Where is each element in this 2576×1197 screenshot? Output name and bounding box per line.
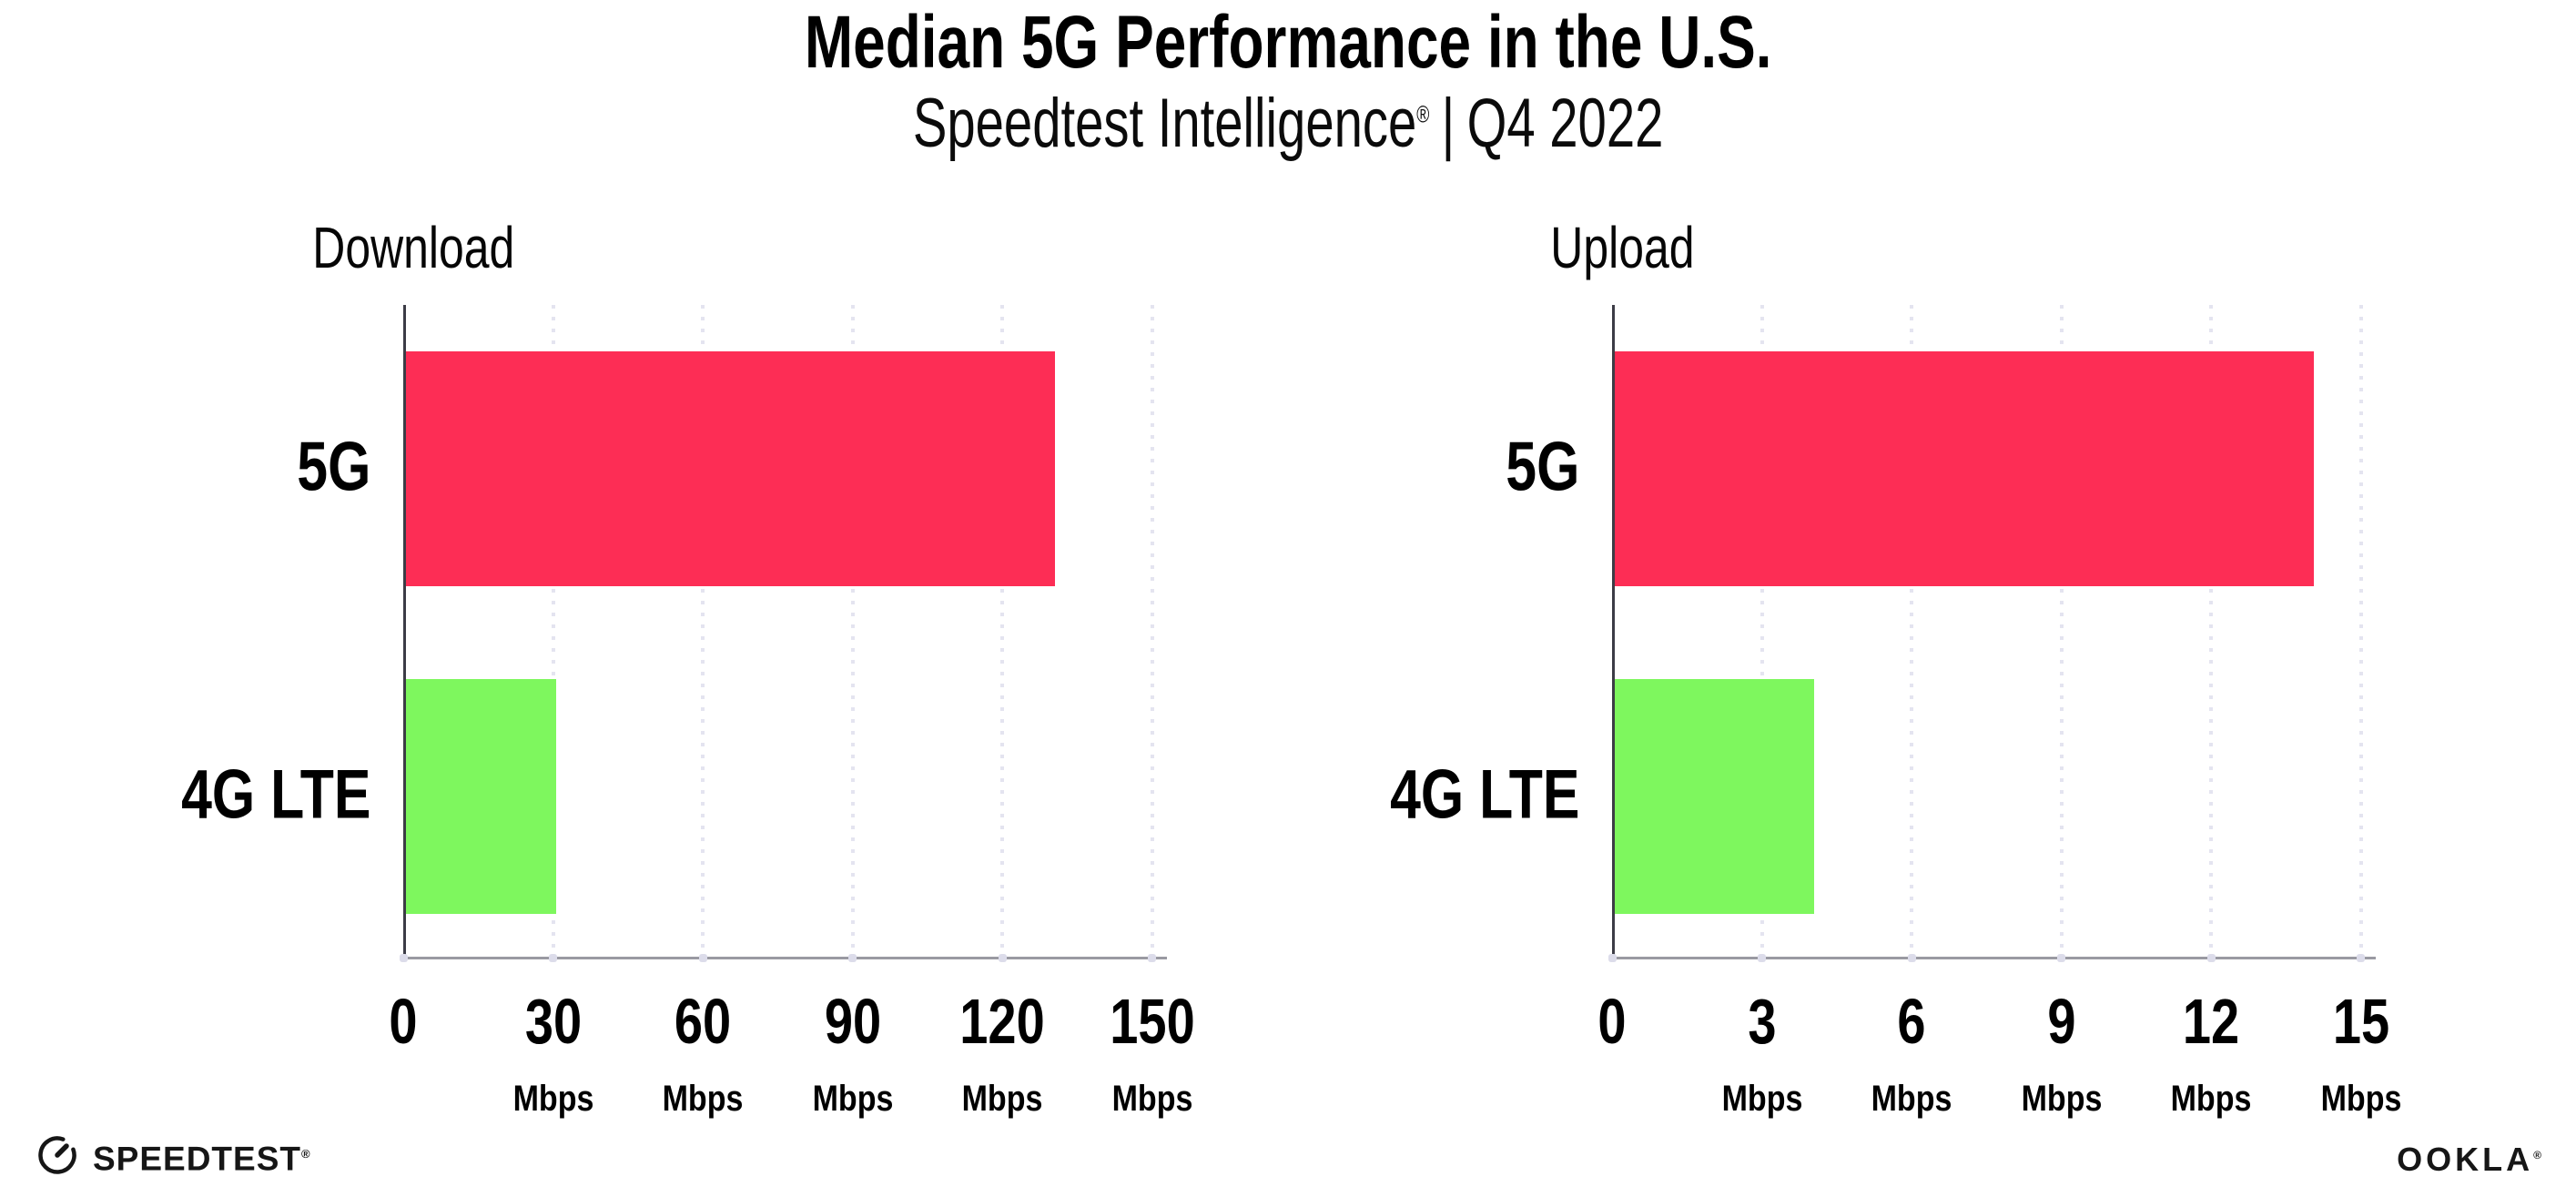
upload-category-label-4g-lte: 4G LTE (1389, 755, 1579, 833)
upload-x-tick-unit-9: Mbps (2021, 1079, 2102, 1119)
download-x-tick-unit-30: Mbps (512, 1079, 593, 1119)
upload-gridline-15 (2358, 305, 2363, 957)
upload-x-tick-label-15: 15 (2332, 986, 2389, 1057)
page-title: Median 5G Performance in the U.S. (0, 5, 2576, 80)
download-category-label-4g-lte: 4G LTE (180, 755, 370, 833)
subtitle-period: Q4 2022 (1466, 85, 1664, 162)
upload-bar-4g-lte (1615, 679, 1815, 914)
upload-axis-tick-dot-9 (2057, 954, 2065, 962)
download-gridline-150 (1150, 305, 1154, 957)
upload-gridline-12 (2209, 305, 2213, 957)
upload-axis-tick-dot-0 (1607, 954, 1617, 962)
upload-chart-plot: 0 3 Mbps 6 Mbps 9 Mbps 12 Mbps 15 Mbps 5G 4G LTE (1390, 305, 2401, 1117)
download-gridline-120 (1000, 305, 1004, 957)
page-subtitle: Speedtest Intelligence® | Q4 2022 (0, 89, 2576, 158)
registered-mark: ® (2533, 1148, 2545, 1161)
upload-x-tick-label-9: 9 (2046, 986, 2076, 1057)
upload-x-tick-unit-12: Mbps (2170, 1079, 2252, 1119)
download-x-tick-label-30: 30 (524, 986, 582, 1057)
download-gridline-60 (701, 305, 705, 957)
chart-title-upload: Upload (1549, 215, 1695, 280)
download-category-label-5g: 5G (296, 428, 370, 506)
download-x-tick-label-90: 90 (824, 986, 881, 1057)
upload-axis-tick-dot-12 (2206, 954, 2216, 962)
speedtest-logo-label: SPEEDTEST® (93, 1140, 311, 1178)
upload-x-tick-unit-15: Mbps (2320, 1079, 2401, 1119)
speedtest-logo: SPEEDTEST® (36, 1135, 311, 1179)
page-title-text: Median 5G Performance in the U.S. (804, 1, 1772, 84)
subtitle-separator: | (1441, 85, 1455, 162)
page-subtitle-text: Speedtest Intelligence® | Q4 2022 (913, 89, 1664, 158)
download-axis-tick-dot-0 (399, 954, 408, 962)
upload-x-tick-label-12: 12 (2182, 986, 2240, 1057)
download-x-tick-label-150: 150 (1109, 986, 1195, 1057)
ookla-logo: OOKLA® (2397, 1136, 2545, 1178)
upload-x-tick-unit-6: Mbps (1871, 1079, 1952, 1119)
download-y-axis-line (403, 305, 406, 959)
upload-axis-tick-dot-15 (2357, 954, 2365, 962)
chart-title-download: Download (311, 215, 515, 280)
upload-x-tick-label-6: 6 (1897, 986, 1926, 1057)
download-x-tick-label-120: 120 (959, 986, 1045, 1057)
download-chart-plot: 0 30 Mbps 60 Mbps 90 Mbps 120 Mbps 150 Mbps 5G 4G LT… (181, 305, 1194, 1117)
download-bar-5g (406, 351, 1055, 586)
upload-x-tick-unit-3: Mbps (1721, 1079, 1802, 1119)
download-x-axis-line (403, 957, 1167, 959)
download-x-tick-unit-90: Mbps (812, 1079, 893, 1119)
speedtest-gauge-icon (36, 1134, 78, 1181)
download-bar-4g-lte (406, 679, 556, 914)
upload-gridline-3 (1760, 305, 1764, 957)
download-x-tick-unit-60: Mbps (662, 1079, 744, 1119)
upload-gridline-9 (2059, 305, 2064, 957)
download-x-tick-unit-120: Mbps (961, 1079, 1043, 1119)
upload-gridline-6 (1910, 305, 1913, 957)
download-x-tick-label-0: 0 (389, 986, 418, 1057)
registered-mark: ® (1416, 102, 1430, 128)
upload-axis-tick-dot-6 (1907, 954, 1916, 962)
upload-x-tick-label-3: 3 (1747, 986, 1777, 1057)
upload-x-tick-label-0: 0 (1597, 986, 1627, 1057)
upload-bar-5g (1615, 351, 2314, 586)
download-axis-tick-dot-90 (848, 954, 857, 962)
upload-axis-tick-dot-3 (1758, 954, 1766, 962)
download-x-tick-label-60: 60 (674, 986, 732, 1057)
download-x-tick-unit-150: Mbps (1111, 1079, 1192, 1119)
download-axis-tick-dot-150 (1148, 954, 1156, 962)
download-axis-tick-dot-30 (549, 954, 557, 962)
download-gridline-90 (850, 305, 855, 957)
upload-category-label-5g: 5G (1505, 428, 1579, 506)
download-gridline-30 (551, 305, 555, 957)
download-axis-tick-dot-60 (698, 954, 707, 962)
subtitle-brand: Speedtest Intelligence (912, 85, 1417, 162)
download-axis-tick-dot-120 (998, 954, 1007, 962)
registered-mark: ® (301, 1147, 311, 1161)
ookla-logo-label: OOKLA® (2397, 1140, 2545, 1178)
upload-y-axis-line (1612, 305, 1615, 959)
upload-x-axis-line (1612, 957, 2376, 959)
